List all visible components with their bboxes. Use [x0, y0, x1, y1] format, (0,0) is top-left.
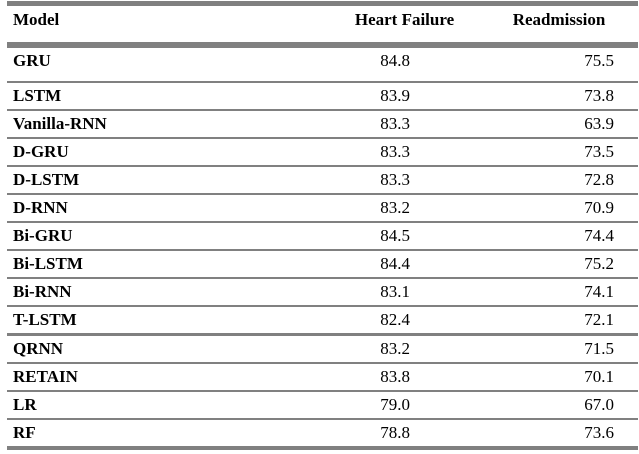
heart-failure-cell: 83.3	[329, 166, 480, 195]
table-row: LR 79.0 67.0	[7, 391, 638, 420]
readmission-cell: 72.8	[480, 166, 638, 195]
readmission-cell: 75.2	[480, 250, 638, 279]
readmission-cell: 70.1	[480, 363, 638, 392]
heart-failure-cell: 84.8	[329, 45, 480, 83]
heart-failure-cell: 78.8	[329, 419, 480, 450]
readmission-cell: 73.6	[480, 419, 638, 450]
readmission-cell: 73.8	[480, 82, 638, 111]
table-row: Bi-GRU 84.5 74.4	[7, 222, 638, 251]
readmission-cell: 63.9	[480, 110, 638, 139]
table-row: QRNN 83.2 71.5	[7, 334, 638, 364]
model-cell: LR	[7, 391, 329, 420]
model-cell: D-GRU	[7, 138, 329, 167]
table-header: Model Heart Failure Readmission	[7, 3, 638, 48]
table-row: RETAIN 83.8 70.1	[7, 363, 638, 392]
heart-failure-cell: 83.2	[329, 334, 480, 364]
heart-failure-cell: 79.0	[329, 391, 480, 420]
table-row: T-LSTM 82.4 72.1	[7, 306, 638, 336]
column-header-model: Model	[7, 3, 329, 48]
heart-failure-cell: 84.4	[329, 250, 480, 279]
model-cell: D-RNN	[7, 194, 329, 223]
model-cell: RF	[7, 419, 329, 450]
readmission-cell: 74.1	[480, 278, 638, 307]
table-row: Bi-LSTM 84.4 75.2	[7, 250, 638, 279]
table-row: GRU 84.8 75.5	[7, 45, 638, 83]
heart-failure-cell: 83.2	[329, 194, 480, 223]
heart-failure-cell: 83.1	[329, 278, 480, 307]
model-cell: GRU	[7, 45, 329, 83]
model-cell: LSTM	[7, 82, 329, 111]
model-cell: Bi-RNN	[7, 278, 329, 307]
table-row: D-LSTM 83.3 72.8	[7, 166, 638, 195]
model-cell: Bi-GRU	[7, 222, 329, 251]
model-cell: Vanilla-RNN	[7, 110, 329, 139]
readmission-cell: 72.1	[480, 306, 638, 336]
heart-failure-cell: 82.4	[329, 306, 480, 336]
readmission-cell: 70.9	[480, 194, 638, 223]
readmission-cell: 67.0	[480, 391, 638, 420]
readmission-cell: 71.5	[480, 334, 638, 364]
column-header-heart-failure: Heart Failure	[329, 3, 480, 48]
table-row: LSTM 83.9 73.8	[7, 82, 638, 111]
heart-failure-cell: 83.3	[329, 110, 480, 139]
table-body: GRU 84.8 75.5 LSTM 83.9 73.8 Vanilla-RNN…	[7, 45, 638, 450]
model-cell: T-LSTM	[7, 306, 329, 336]
model-results-table: Model Heart Failure Readmission GRU 84.8…	[7, 1, 638, 450]
model-cell: RETAIN	[7, 363, 329, 392]
table-row: Bi-RNN 83.1 74.1	[7, 278, 638, 307]
readmission-cell: 75.5	[480, 45, 638, 83]
readmission-cell: 74.4	[480, 222, 638, 251]
model-cell: QRNN	[7, 334, 329, 364]
table-row: D-GRU 83.3 73.5	[7, 138, 638, 167]
heart-failure-cell: 83.3	[329, 138, 480, 167]
table-row: RF 78.8 73.6	[7, 419, 638, 450]
table-row: D-RNN 83.2 70.9	[7, 194, 638, 223]
model-cell: D-LSTM	[7, 166, 329, 195]
table-row: Vanilla-RNN 83.3 63.9	[7, 110, 638, 139]
readmission-cell: 73.5	[480, 138, 638, 167]
model-cell: Bi-LSTM	[7, 250, 329, 279]
heart-failure-cell: 83.8	[329, 363, 480, 392]
header-row: Model Heart Failure Readmission	[7, 3, 638, 48]
heart-failure-cell: 84.5	[329, 222, 480, 251]
heart-failure-cell: 83.9	[329, 82, 480, 111]
column-header-readmission: Readmission	[480, 3, 638, 48]
